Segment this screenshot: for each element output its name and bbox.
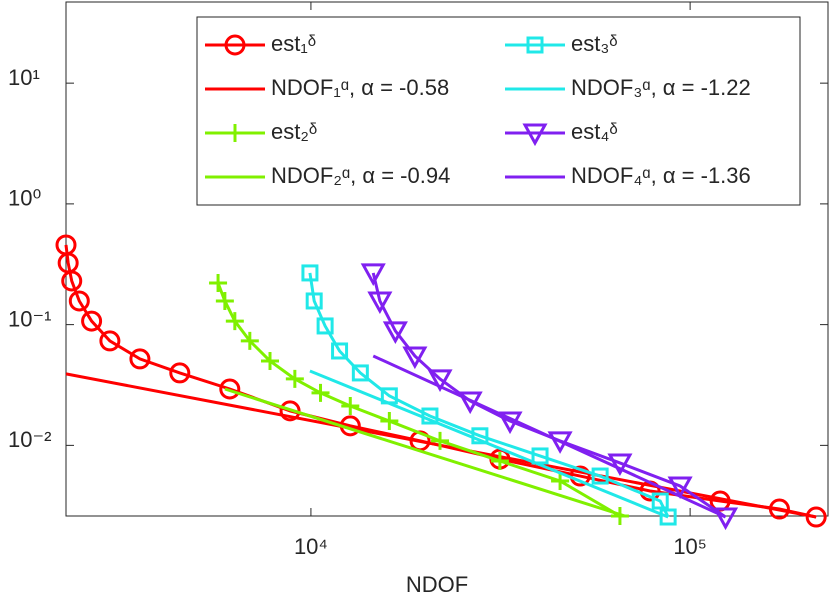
marker (431, 431, 450, 450)
marker (607, 453, 633, 477)
marker (547, 431, 573, 454)
legend-label: est₄ᵟ (571, 119, 618, 144)
marker (522, 123, 548, 147)
marker (712, 507, 739, 531)
marker (402, 346, 428, 370)
marker (224, 34, 246, 56)
marker (305, 292, 323, 310)
y-tick-label: 10⁻² (8, 427, 51, 452)
marker (261, 351, 280, 370)
marker (380, 412, 399, 431)
marker (240, 331, 259, 350)
marker (526, 36, 544, 54)
marker (81, 310, 103, 332)
marker (805, 506, 827, 528)
legend-label: NDOF₄ᵅ, α = -1.36 (571, 163, 751, 188)
marker (215, 291, 234, 310)
marker (99, 330, 121, 352)
marker (531, 447, 549, 465)
marker (659, 508, 677, 526)
series-line (372, 354, 727, 519)
series-line (308, 272, 670, 518)
marker (169, 362, 191, 384)
marker (382, 321, 408, 345)
marker (351, 364, 369, 382)
marker (279, 400, 301, 422)
marker (551, 471, 570, 490)
marker (219, 378, 241, 400)
marker (301, 264, 319, 282)
legend-box (196, 16, 801, 206)
marker (61, 270, 83, 292)
series-line (309, 369, 669, 519)
marker (226, 124, 244, 142)
legend-label: est₂ᵟ (271, 119, 317, 144)
y-tick-label: 10¹ (8, 65, 40, 90)
marker (209, 274, 228, 293)
x-tick-label: 10⁵ (673, 534, 707, 559)
marker (225, 312, 244, 331)
legend-label: NDOF₁ᵅ, α = -0.58 (271, 75, 449, 100)
marker (610, 507, 629, 525)
marker (311, 383, 330, 402)
legend-label: NDOF₂ᵅ, α = -0.94 (271, 163, 450, 188)
series-line (224, 387, 626, 518)
plot-frame (65, 1, 829, 517)
legend-label: est₃ᵟ (571, 31, 618, 56)
marker (285, 369, 304, 388)
marker (360, 263, 386, 287)
marker (316, 317, 334, 335)
marker (367, 291, 393, 315)
x-axis-label: NDOF (406, 572, 468, 597)
y-tick-label: 10⁰ (8, 186, 41, 211)
marker (129, 348, 151, 370)
marker (667, 476, 693, 500)
marker (651, 492, 669, 510)
marker (490, 451, 509, 470)
marker (331, 342, 349, 360)
marker (341, 396, 360, 415)
x-tick-label: 10⁴ (294, 534, 328, 559)
marker (427, 369, 453, 393)
y-tick-label: 10⁻¹ (8, 306, 51, 331)
marker (68, 290, 90, 312)
legend-label: est₁ᵟ (271, 31, 316, 56)
legend-label: NDOF₃ᵅ, α = -1.22 (571, 75, 751, 100)
marker (471, 427, 489, 445)
marker (591, 467, 609, 485)
